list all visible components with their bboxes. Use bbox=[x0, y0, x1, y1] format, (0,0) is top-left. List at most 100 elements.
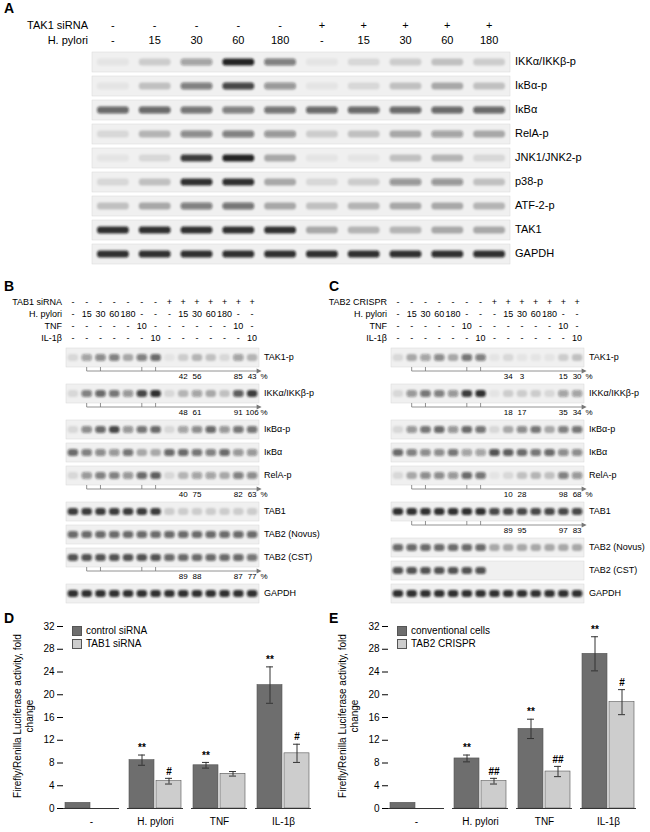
svg-text:H. pylori: H. pylori bbox=[354, 309, 387, 319]
svg-text:89: 89 bbox=[179, 572, 188, 581]
svg-text:**: ** bbox=[202, 750, 210, 761]
svg-text:56: 56 bbox=[193, 372, 202, 381]
svg-text:-: - bbox=[85, 333, 88, 343]
svg-text:-: - bbox=[90, 816, 93, 827]
svg-text:%: % bbox=[260, 372, 267, 381]
svg-text:12: 12 bbox=[43, 734, 55, 745]
svg-text:-: - bbox=[438, 333, 441, 343]
svg-text:0: 0 bbox=[49, 803, 55, 814]
svg-text:IκBα: IκBα bbox=[515, 103, 538, 115]
svg-text:-: - bbox=[424, 333, 427, 343]
svg-text:89: 89 bbox=[504, 526, 513, 535]
svg-text:-: - bbox=[562, 309, 565, 319]
svg-text:0: 0 bbox=[374, 803, 380, 814]
svg-text:20: 20 bbox=[368, 689, 380, 700]
svg-text:-: - bbox=[452, 297, 455, 307]
svg-text:106: 106 bbox=[245, 408, 259, 417]
svg-text:+: + bbox=[492, 297, 497, 307]
svg-text:TNF: TNF bbox=[370, 321, 388, 331]
svg-text:-: - bbox=[562, 333, 565, 343]
svg-text:-: - bbox=[452, 333, 455, 343]
svg-text:+: + bbox=[167, 297, 172, 307]
svg-text:RelA-p: RelA-p bbox=[589, 470, 617, 480]
svg-text:-: - bbox=[153, 19, 157, 31]
svg-text:#: # bbox=[619, 677, 625, 688]
svg-text:%: % bbox=[260, 490, 267, 499]
svg-text:-: - bbox=[438, 321, 441, 331]
svg-text:-: - bbox=[140, 297, 143, 307]
svg-text:**: ** bbox=[266, 654, 274, 665]
svg-text:IL-1β: IL-1β bbox=[41, 333, 62, 343]
svg-text:28: 28 bbox=[368, 643, 380, 654]
svg-text:82: 82 bbox=[234, 490, 243, 499]
svg-text:12: 12 bbox=[368, 734, 380, 745]
svg-text:-: - bbox=[99, 297, 102, 307]
svg-text:-: - bbox=[140, 333, 143, 343]
svg-text:+: + bbox=[208, 297, 213, 307]
svg-text:%: % bbox=[585, 408, 592, 417]
svg-text:-: - bbox=[251, 321, 254, 331]
svg-text:10: 10 bbox=[233, 321, 243, 331]
svg-text:16: 16 bbox=[368, 712, 380, 723]
svg-text:-: - bbox=[548, 321, 551, 331]
svg-text:%: % bbox=[260, 408, 267, 417]
svg-text:TAB2 (Novus): TAB2 (Novus) bbox=[264, 529, 320, 539]
svg-text:-: - bbox=[209, 333, 212, 343]
svg-text:+: + bbox=[486, 19, 492, 31]
svg-text:-: - bbox=[452, 321, 455, 331]
svg-text:-: - bbox=[507, 321, 510, 331]
svg-text:TAK1: TAK1 bbox=[515, 223, 542, 235]
svg-text:ATF-2-p: ATF-2-p bbox=[515, 199, 555, 211]
svg-text:IκBα-p: IκBα-p bbox=[264, 424, 290, 434]
svg-text:-: - bbox=[85, 297, 88, 307]
svg-text:75: 75 bbox=[193, 490, 202, 499]
svg-text:8: 8 bbox=[374, 757, 380, 768]
svg-text:15: 15 bbox=[149, 34, 161, 46]
svg-text:180: 180 bbox=[217, 309, 232, 319]
svg-text:-: - bbox=[534, 333, 537, 343]
svg-text:-: - bbox=[154, 309, 157, 319]
svg-text:##: ## bbox=[552, 754, 564, 765]
svg-text:15: 15 bbox=[407, 309, 417, 319]
svg-text:97: 97 bbox=[559, 526, 568, 535]
svg-text:-: - bbox=[410, 297, 413, 307]
svg-text:-: - bbox=[465, 297, 468, 307]
svg-text:-: - bbox=[237, 309, 240, 319]
svg-text:IKKα/IKKβ-p: IKKα/IKKβ-p bbox=[589, 388, 639, 398]
svg-text:%: % bbox=[260, 572, 267, 581]
svg-text:40: 40 bbox=[179, 490, 188, 499]
svg-text:10: 10 bbox=[462, 321, 472, 331]
svg-text:RelA-p: RelA-p bbox=[264, 470, 292, 480]
svg-text:-: - bbox=[479, 321, 482, 331]
svg-text:%: % bbox=[585, 490, 592, 499]
svg-text:+: + bbox=[506, 297, 511, 307]
svg-text:-: - bbox=[507, 333, 510, 343]
svg-text:-: - bbox=[113, 321, 116, 331]
svg-text:180: 180 bbox=[446, 309, 461, 319]
svg-text:TNF: TNF bbox=[45, 321, 63, 331]
svg-text:60: 60 bbox=[232, 34, 244, 46]
svg-text:-: - bbox=[576, 309, 579, 319]
svg-text:B: B bbox=[4, 278, 14, 294]
svg-text:-: - bbox=[168, 309, 171, 319]
svg-text:-: - bbox=[99, 321, 102, 331]
svg-text:+: + bbox=[561, 297, 566, 307]
svg-text:p38-p: p38-p bbox=[515, 175, 543, 187]
svg-text:17: 17 bbox=[518, 408, 527, 417]
svg-text:#: # bbox=[166, 766, 172, 777]
svg-text:-: - bbox=[127, 321, 130, 331]
svg-text:60: 60 bbox=[434, 309, 444, 319]
svg-text:3: 3 bbox=[520, 372, 525, 381]
svg-text:-: - bbox=[410, 321, 413, 331]
svg-text:TAB2 (CST): TAB2 (CST) bbox=[264, 552, 312, 562]
svg-text:**: ** bbox=[591, 624, 599, 635]
svg-text:30: 30 bbox=[573, 372, 582, 381]
svg-text:H. pylori: H. pylori bbox=[137, 816, 174, 827]
svg-text:43: 43 bbox=[248, 372, 257, 381]
svg-text:+: + bbox=[533, 297, 538, 307]
svg-text:IKKα/IKKβ-p: IKKα/IKKβ-p bbox=[515, 55, 576, 67]
svg-text:**: ** bbox=[463, 742, 471, 753]
svg-text:10: 10 bbox=[476, 333, 486, 343]
svg-text:30: 30 bbox=[517, 309, 527, 319]
svg-text:+: + bbox=[181, 297, 186, 307]
